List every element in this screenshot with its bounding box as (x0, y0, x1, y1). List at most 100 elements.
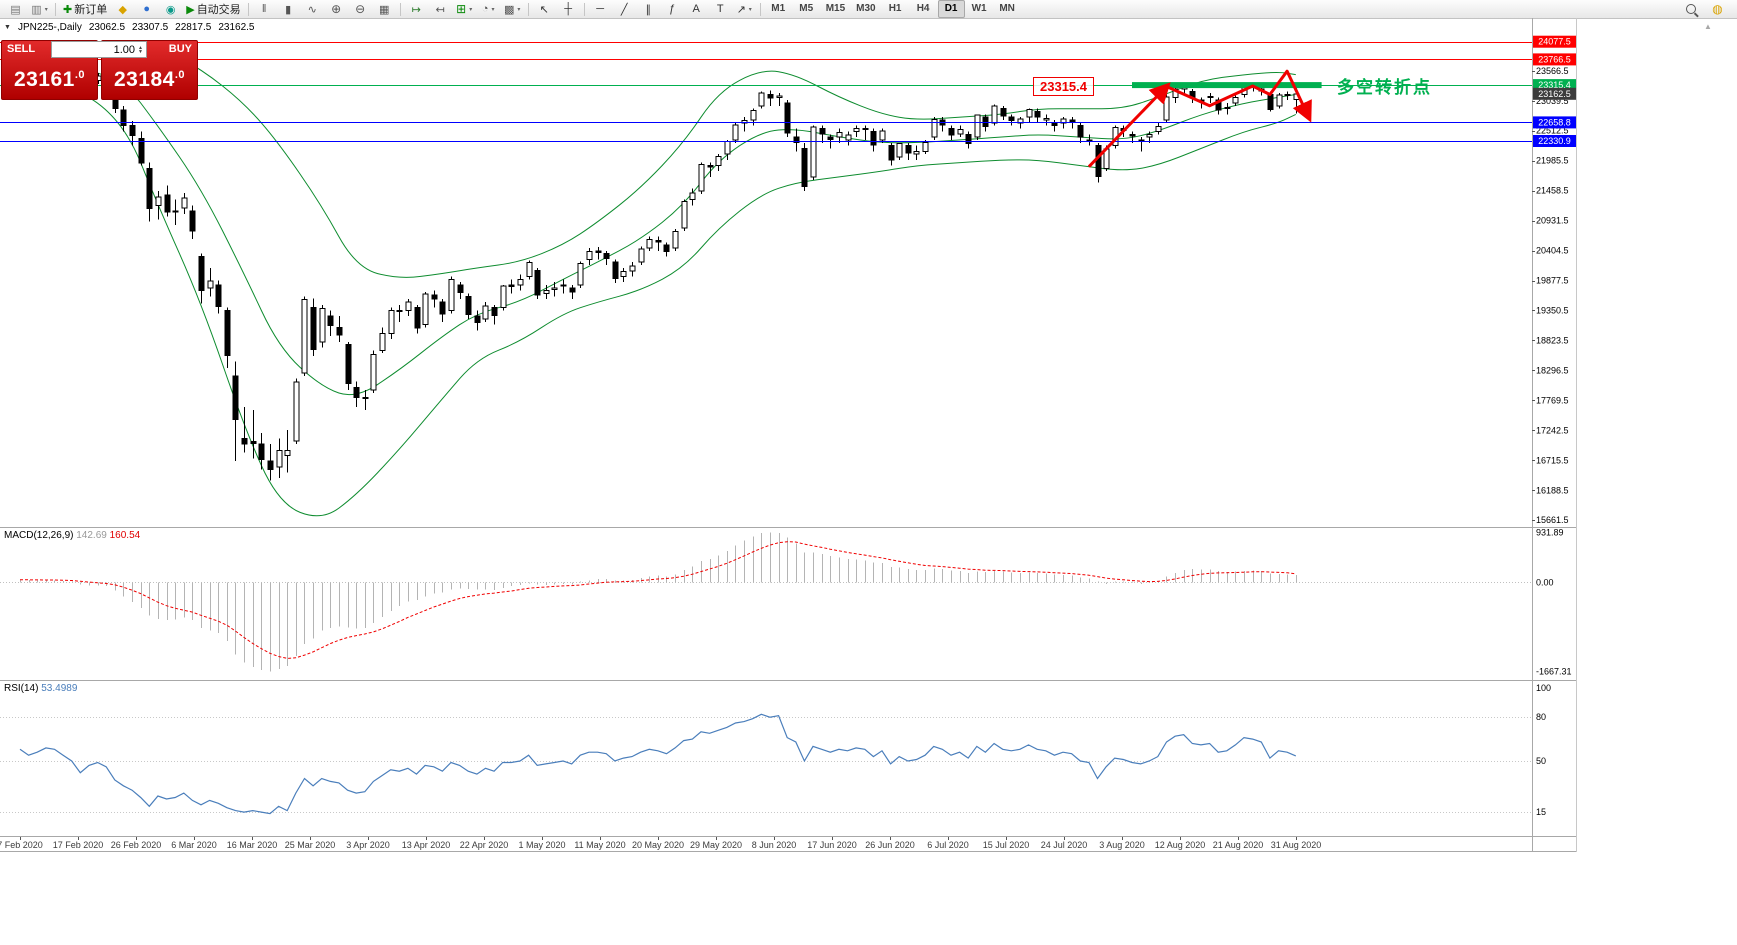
panel-separators (0, 18, 1577, 852)
bear-candle (164, 194, 171, 213)
chart-shift-button[interactable]: ↤ (429, 0, 452, 18)
bollinger-middle-line (19, 59, 1296, 396)
bull-candle (896, 143, 903, 158)
bear-candle (888, 145, 895, 161)
metaeditor-button[interactable]: ◆ (111, 0, 134, 18)
rsi-value: 53.4989 (41, 683, 78, 694)
label-icon: T (716, 3, 724, 15)
bull-candle (715, 155, 722, 167)
dropdown-caret-icon[interactable]: ▾ (469, 6, 473, 13)
macd-main-value: 142.69 (76, 530, 107, 541)
timeframe-w1[interactable]: W1 (971, 3, 987, 14)
bear-candle (1077, 125, 1084, 138)
crosshair-button[interactable]: ┼ (557, 0, 580, 18)
scroll-up-icon[interactable]: ▲ (1704, 22, 1712, 31)
date-label: 3 Aug 2020 (1099, 840, 1145, 850)
zoom-in-button[interactable]: ⊕ (325, 0, 348, 18)
price-tick-label: 16188.5 (1536, 485, 1569, 495)
bear-candle (948, 128, 955, 136)
candle-chart-button[interactable]: ▮ (277, 0, 300, 18)
templates-button[interactable]: ▩ ▾ (501, 0, 524, 18)
candles (17, 51, 1300, 481)
channel-icon: ∥ (645, 3, 651, 16)
trend-arrow[interactable] (1165, 69, 1312, 123)
bear-candle (345, 344, 352, 385)
price-axis[interactable]: 23566.5 23039.5 22512.5 21985.5 21458.5 20931… (1532, 35, 1576, 526)
trend-arrows[interactable] (1087, 69, 1312, 168)
volume-down-icon[interactable]: ▼ (138, 48, 143, 55)
turning-point-annotation[interactable]: 多空转折点 (1337, 78, 1432, 97)
fibonacci-icon: ƒ (669, 3, 676, 15)
date-axis[interactable]: 7 Feb 2020 17 Feb 2020 26 Feb 2020 6 Mar 20… (0, 837, 1321, 850)
community-button[interactable]: ● (135, 0, 158, 18)
profiles-button[interactable]: ▥ ▾ (28, 0, 51, 18)
arrows-icon: ↗ (736, 3, 746, 16)
timeframe-m30[interactable]: M30 (856, 3, 876, 14)
bull-candle (620, 271, 627, 277)
date-label: 29 May 2020 (690, 840, 742, 850)
volume-up-icon[interactable]: ▲ (138, 44, 143, 51)
bull-candle (1146, 133, 1153, 138)
trendline-button[interactable]: ╱ (613, 0, 636, 18)
label-button[interactable]: T (709, 0, 732, 18)
tile-windows-button[interactable]: ▦ (373, 0, 396, 18)
bear-candle (396, 310, 403, 312)
dropdown-caret-icon[interactable]: ▾ (44, 6, 48, 13)
timeframe-m1[interactable]: M1 (771, 3, 786, 14)
price-line-label-text: 22330.9 (1538, 136, 1571, 146)
chart-canvas[interactable]: 23566.5 23039.5 22512.5 21985.5 21458.5 20931… (0, 18, 1577, 852)
dropdown-caret-icon[interactable]: ▾ (517, 6, 521, 13)
bull-candle (845, 134, 852, 141)
timeframe-m5[interactable]: M5 (799, 3, 814, 14)
price-line-label (1533, 53, 1576, 66)
date-label: 7 Feb 2020 (0, 840, 43, 850)
text-button[interactable]: A (685, 0, 708, 18)
channel-button[interactable]: ∥ (637, 0, 660, 18)
volume-spinner[interactable]: ▲ ▼ (138, 44, 143, 55)
dropdown-caret-icon[interactable]: ▾ (491, 6, 495, 13)
arrows-button[interactable]: ↗ ▾ (733, 0, 756, 18)
line-chart-button[interactable]: ∿ (301, 0, 324, 18)
timeframe-d1[interactable]: D1 (937, 0, 965, 18)
trend-arrow[interactable] (1087, 82, 1171, 168)
bull-candle (1155, 126, 1162, 132)
price-tick-label: 18296.5 (1536, 365, 1569, 375)
zoom-out-button[interactable]: ⊖ (349, 0, 372, 18)
date-label: 11 May 2020 (574, 840, 625, 850)
price-tick-label: 21985.5 (1536, 156, 1569, 166)
bar-chart-button[interactable]: ‖ (253, 0, 276, 18)
timeframe-h1[interactable]: H1 (888, 3, 902, 14)
bear-candle (267, 460, 274, 471)
bear-candle (801, 148, 808, 187)
indicator-axis[interactable]: 931.89 0.00 -1667.31 100 80 50 15 (1536, 528, 1572, 818)
mql5-button[interactable]: ◍ (1706, 0, 1729, 18)
bull-candle (181, 197, 188, 209)
new-chart-button[interactable]: ▤ (4, 0, 27, 18)
one-click-toggle-icon[interactable]: ▼ (4, 23, 11, 31)
new-order-button[interactable]: ✚ 新订单 (60, 0, 110, 18)
price-line-label-text: 24077.5 (1538, 37, 1571, 47)
turning-point-band[interactable] (1132, 82, 1322, 89)
auto-scroll-button[interactable]: ↦ (405, 0, 428, 18)
price-line-label (1533, 35, 1576, 48)
date-label: 20 May 2020 (632, 840, 684, 850)
timeframe-h4[interactable]: H4 (916, 3, 930, 14)
price-tick-label: 17769.5 (1536, 395, 1569, 405)
periods-button[interactable]: ◔ ▾ (477, 0, 500, 18)
cursor-button[interactable]: ↖ (533, 0, 556, 18)
autotrading-button[interactable]: ▶ 自动交易 (183, 0, 243, 18)
dropdown-caret-icon[interactable]: ▾ (748, 6, 752, 13)
search-button[interactable] (1679, 0, 1702, 18)
bull-candle (379, 332, 386, 351)
indicators-button[interactable]: ⊞ ▾ (453, 0, 476, 18)
timeframe-mn[interactable]: MN (999, 3, 1015, 14)
price-annotation-box[interactable]: 23315.4 (1033, 77, 1094, 96)
market-button[interactable]: ◉ (159, 0, 182, 18)
bull-candle (758, 92, 765, 107)
bear-candle (1034, 111, 1041, 118)
hline-button[interactable]: ─ (589, 0, 612, 18)
fibonacci-button[interactable]: ƒ (661, 0, 684, 18)
volume-input[interactable]: 1.00 ▲ ▼ (51, 41, 147, 58)
timeframe-m15[interactable]: M15 (825, 3, 846, 14)
bear-candle (457, 284, 464, 293)
